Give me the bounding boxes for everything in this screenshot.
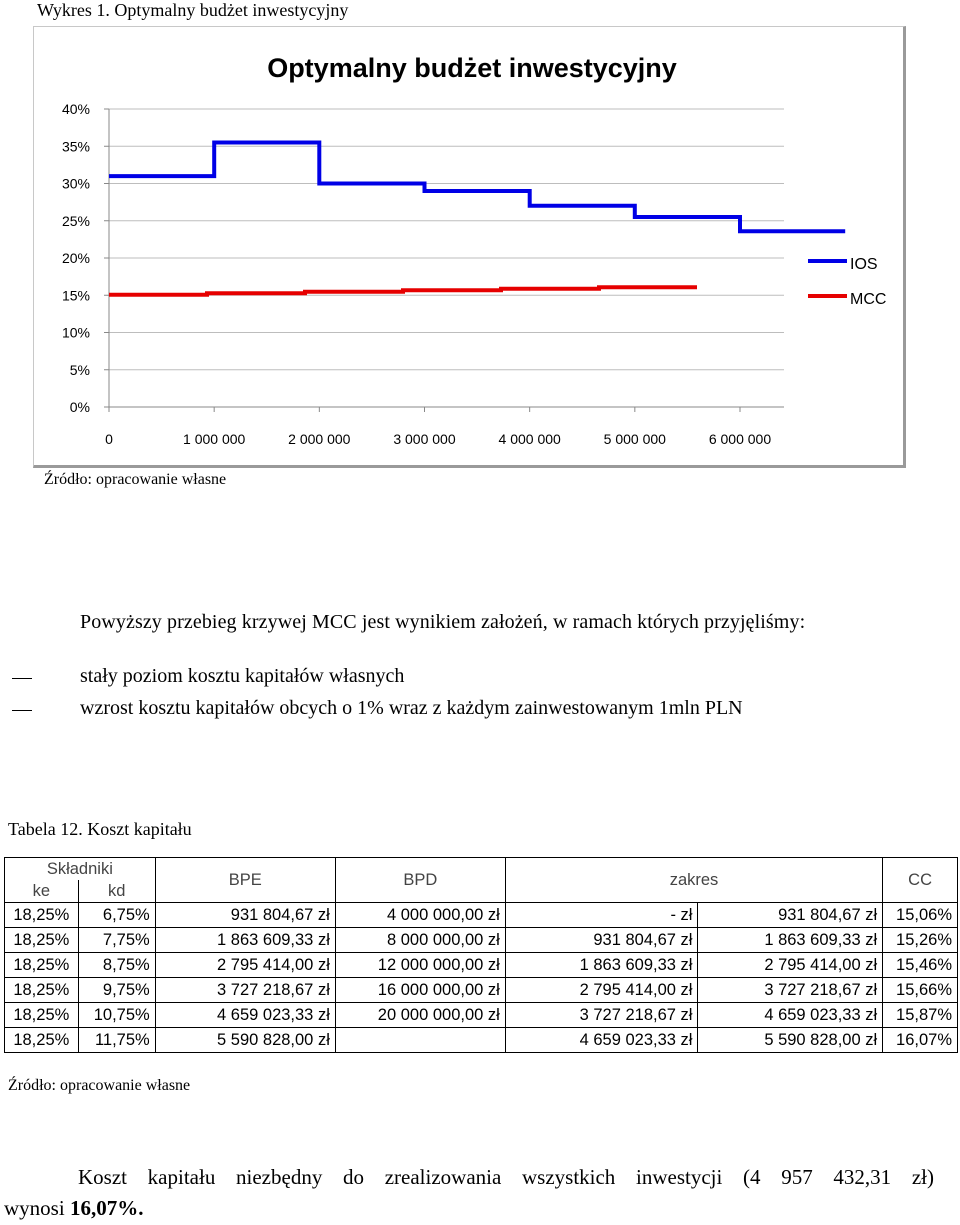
cell-from: 1 863 609,33 zł — [504, 952, 699, 978]
cell-from: 931 804,67 zł — [504, 927, 699, 953]
cell-kd: 9,75% — [77, 977, 156, 1003]
cell-kd: 8,75% — [77, 952, 156, 978]
dash-icon — [12, 678, 32, 679]
conclusion-prefix: wynosi — [4, 1196, 70, 1220]
cell-cc: 15,46% — [882, 952, 958, 978]
table-row: 18,25% 9,75% 3 727 218,67 zł 16 000 000,00 … — [4, 977, 958, 1003]
cell-kd: 7,75% — [77, 927, 156, 953]
bullet-text: stały poziom kosztu kapitałów własnych — [80, 665, 405, 687]
cell-from: 4 659 023,33 zł — [504, 1027, 699, 1053]
cell-ke: 18,25% — [4, 1027, 79, 1053]
y-tick-label: 30% — [62, 176, 90, 192]
table-row: 18,25% 8,75% 2 795 414,00 zł 12 000 000,00 … — [4, 952, 958, 978]
cell-ke: 18,25% — [4, 927, 79, 953]
x-tick-label: 2 000 000 — [288, 431, 350, 447]
x-tick-label: 1 000 000 — [183, 431, 245, 447]
cell-ke: 18,25% — [4, 1002, 79, 1028]
header-skladniki: Składniki — [4, 857, 156, 880]
series-mcc-line — [109, 285, 697, 297]
y-tick-label: 5% — [70, 362, 90, 378]
header-bpe: BPE — [154, 857, 336, 903]
y-tick-label: 20% — [62, 250, 90, 266]
cost-of-capital-table: Składniki BPE BPD zakres CC ke kd 18,25%… — [4, 857, 958, 1053]
cell-cc: 16,07% — [882, 1027, 958, 1053]
table-header-row: Składniki BPE BPD zakres CC — [4, 857, 958, 903]
cell-bpe: 2 795 414,00 zł — [154, 952, 336, 978]
cell-to: 5 590 828,00 zł — [697, 1027, 884, 1053]
y-tick-label: 10% — [62, 325, 90, 341]
chart: Optymalny budżet inwestycyjny 0% 5% 10% 15%… — [62, 53, 886, 447]
header-kd: kd — [77, 880, 156, 903]
cell-bpe: 5 590 828,00 zł — [154, 1027, 336, 1053]
conclusion-line-2: wynosi 16,07%. — [4, 1196, 143, 1221]
cell-ke: 18,25% — [4, 902, 79, 928]
cell-to: 4 659 023,33 zł — [697, 1002, 884, 1028]
legend-ios-label: IOS — [850, 256, 878, 273]
y-tick-label: 25% — [62, 213, 90, 229]
cell-bpd: 4 000 000,00 zł — [334, 902, 506, 928]
cell-bpd — [334, 1027, 506, 1053]
y-tick-label: 15% — [62, 287, 90, 303]
table-row: 18,25% 6,75% 931 804,67 zł 4 000 000,00 zł -… — [4, 902, 958, 928]
conclusion-line-1: Koszt kapitału niezbędny do zrealizowani… — [78, 1165, 934, 1189]
header-ke: ke — [4, 880, 79, 903]
cell-bpd: 16 000 000,00 zł — [334, 977, 506, 1003]
bullet-item: stały poziom kosztu kapitałów własnych — [0, 665, 960, 691]
cell-from: - zł — [504, 902, 699, 928]
paragraph-intro: Powyższy przebieg krzywej MCC jest wynik… — [80, 611, 806, 633]
legend-mcc-label: MCC — [850, 291, 886, 308]
cell-to: 2 795 414,00 zł — [697, 952, 884, 978]
conclusion-value: 16,07%. — [69, 1196, 144, 1220]
figure-source: Źródło: opracowanie własne — [44, 471, 227, 488]
cell-cc: 15,66% — [882, 977, 958, 1003]
cell-bpe: 1 863 609,33 zł — [154, 927, 336, 953]
cell-from: 2 795 414,00 zł — [504, 977, 699, 1003]
cell-cc: 15,26% — [882, 927, 958, 953]
table-row: 18,25% 10,75% 4 659 023,33 zł 20 000 000,00… — [4, 1002, 958, 1028]
table-row: 18,25% 7,75% 1 863 609,33 zł 8 000 000,00 z… — [4, 927, 958, 953]
x-tick-label: 6 000 000 — [709, 431, 771, 447]
chart-title: Optymalny budżet inwestycyjny — [267, 53, 677, 83]
y-tick-label: 35% — [62, 138, 90, 154]
cell-bpd: 12 000 000,00 zł — [334, 952, 506, 978]
cell-bpe: 4 659 023,33 zł — [154, 1002, 336, 1028]
y-tick-label: 0% — [70, 399, 90, 415]
cell-bpe: 3 727 218,67 zł — [154, 977, 336, 1003]
figure-caption: Wykres 1. Optymalny budżet inwestycyjny — [37, 0, 349, 20]
header-cc: CC — [882, 857, 958, 903]
y-tick-label: 40% — [62, 101, 90, 117]
bullet-item: wzrost kosztu kapitałów obcych o 1% wraz… — [0, 697, 960, 723]
cell-to: 1 863 609,33 zł — [697, 927, 884, 953]
series-ios-line — [109, 140, 846, 234]
cell-from: 3 727 218,67 zł — [504, 1002, 699, 1028]
chart-frame: Optymalny budżet inwestycyjny 0% 5% 10% 15%… — [33, 26, 906, 468]
cell-kd: 6,75% — [77, 902, 156, 928]
table-row: 18,25% 11,75% 5 590 828,00 zł 4 659 023,33 … — [4, 1027, 958, 1053]
table-source: Źródło: opracowanie własne — [8, 1077, 191, 1094]
header-bpd: BPD — [334, 857, 506, 903]
dash-icon — [12, 710, 32, 711]
header-zakres: zakres — [504, 857, 884, 903]
cell-kd: 10,75% — [77, 1002, 156, 1028]
cell-ke: 18,25% — [4, 977, 79, 1003]
cell-to: 931 804,67 zł — [697, 902, 884, 928]
cell-ke: 18,25% — [4, 952, 79, 978]
x-tick-label: 5 000 000 — [604, 431, 666, 447]
cell-cc: 15,06% — [882, 902, 958, 928]
cell-to: 3 727 218,67 zł — [697, 977, 884, 1003]
x-tick-label: 3 000 000 — [393, 431, 455, 447]
cell-bpd: 20 000 000,00 zł — [334, 1002, 506, 1028]
cell-bpe: 931 804,67 zł — [154, 902, 336, 928]
cell-kd: 11,75% — [77, 1027, 156, 1053]
table-caption: Tabela 12. Koszt kapitału — [8, 819, 192, 839]
cell-bpd: 8 000 000,00 zł — [334, 927, 506, 953]
x-tick-label: 0 — [105, 431, 113, 447]
cell-cc: 15,87% — [882, 1002, 958, 1028]
x-tick-label: 4 000 000 — [499, 431, 561, 447]
bullet-text: wzrost kosztu kapitałów obcych o 1% wraz… — [80, 697, 743, 719]
